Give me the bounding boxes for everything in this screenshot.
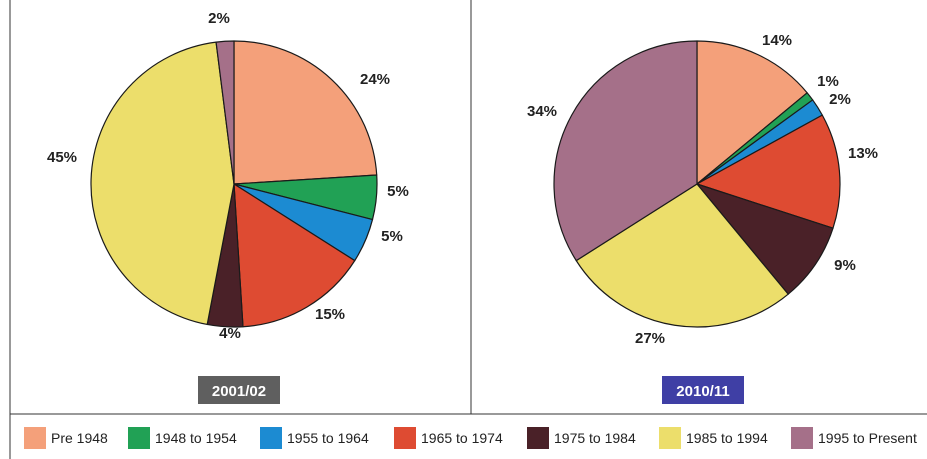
pie-slice-2001-02-1995-to-present (215, 40, 235, 185)
slice-label-2001-02-1995-to-present: 2% (208, 10, 230, 27)
legend-label-1955-to-1964: 1955 to 1964 (287, 430, 369, 446)
slice-label-2001-02-1985-to-1994: 45% (47, 149, 77, 166)
legend-label-1948-to-1954: 1948 to 1954 (155, 430, 237, 446)
legend-label-1975-to-1984: 1975 to 1984 (554, 430, 636, 446)
pie-slice-2010-11-1975-to-1984 (696, 183, 834, 295)
slice-label-2010-11-1948-to-1954: 1% (817, 73, 839, 90)
legend-label-1985-to-1994: 1985 to 1994 (686, 430, 768, 446)
slice-label-2001-02-1975-to-1984: 4% (219, 325, 241, 342)
slice-label-2001-02-1965-to-1974: 15% (315, 306, 345, 323)
slice-label-2010-11-1985-to-1994: 27% (635, 330, 665, 347)
legend-swatch-1955-to-1964 (260, 427, 282, 449)
legend-label-1965-to-1974: 1965 to 1974 (421, 430, 503, 446)
legend-swatch-1985-to-1994 (659, 427, 681, 449)
slice-label-2001-02-1948-to-1954: 5% (387, 183, 409, 200)
pie-2010-11: 14% 1%2% 13% 9% 27% 34% (527, 32, 878, 347)
legend-swatch-pre-1948 (24, 427, 46, 449)
title-badge-2010-11: 2010/11 (662, 376, 744, 404)
legend: Pre 1948 1948 to 1954 1955 to 1964 1965 to … (24, 427, 917, 449)
slice-label-2001-02-pre-1948: 24% (360, 71, 390, 88)
pie-slice-2001-02-pre-1948 (233, 40, 378, 185)
legend-swatch-1948-to-1954 (128, 427, 150, 449)
slice-label-2010-11-1995-to-present: 34% (527, 103, 557, 120)
slice-label-2010-11-1975-to-1984: 9% (834, 257, 856, 274)
slice-label-2010-11-pre-1948: 14% (762, 32, 792, 49)
title-badge-bg-2010-11 (662, 376, 744, 404)
slice-label-2010-11-1955-to-1964: 2% (829, 91, 851, 108)
title-badge-2001-02: 2001/02 (198, 376, 280, 404)
pie-slice-2001-02-1985-to-1994 (90, 41, 235, 326)
title-badge-bg-2001-02 (198, 376, 280, 404)
slice-label-2001-02-1955-to-1964: 5% (381, 228, 403, 245)
pie-title-2001-02: 2001/02 (212, 383, 266, 400)
pie-slice-2010-11-1995-to-present (553, 40, 698, 262)
slice-label-2010-11-1965-to-1974: 13% (848, 145, 878, 162)
pie-slice-2001-02-1965-to-1974 (233, 183, 356, 328)
legend-swatch-1965-to-1974 (394, 427, 416, 449)
legend-swatch-1975-to-1984 (527, 427, 549, 449)
legend-label-1995-to-present: 1995 to Present (818, 430, 917, 446)
pie-slice-2010-11-pre-1948 (696, 40, 808, 185)
pie-slice-2010-11-1965-to-1974 (696, 114, 841, 229)
legend-label-pre-1948: Pre 1948 (51, 430, 108, 446)
pie-title-2010-11: 2010/11 (676, 383, 729, 400)
legend-swatch-1995-to-present (791, 427, 813, 449)
pie-2001-02: 24% 5% 5% 15% 4% 45% 2% (47, 10, 409, 342)
pie-slice-2010-11-1985-to-1994 (575, 183, 789, 328)
